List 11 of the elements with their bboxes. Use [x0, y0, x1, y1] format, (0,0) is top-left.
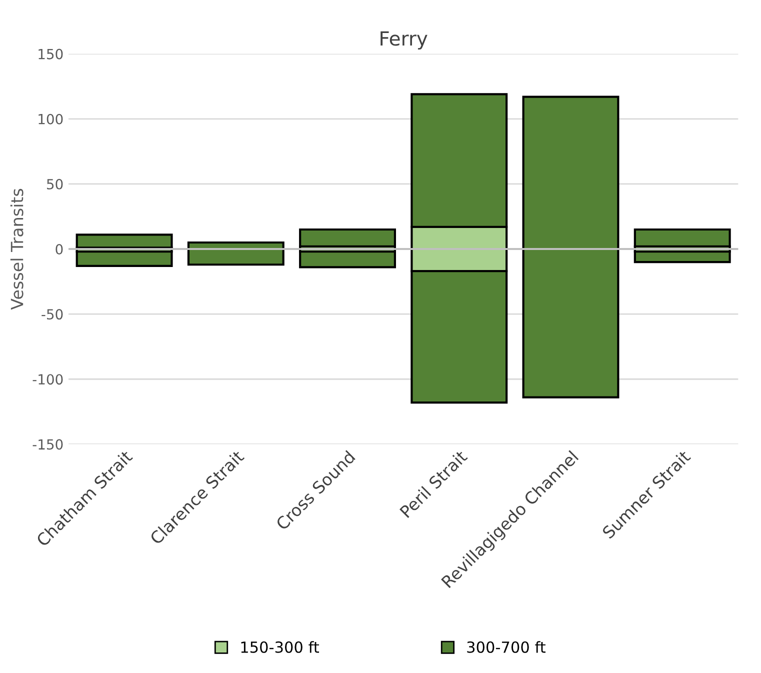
y-tick-label: 100: [38, 114, 63, 124]
y-tick-label: -100: [32, 374, 63, 385]
legend-label: 300-700 ft: [467, 641, 546, 653]
y-tick-label: 0: [56, 244, 63, 254]
y-axis-title: Vessel Transits: [10, 188, 24, 310]
y-tick-label: 50: [47, 178, 63, 190]
y-tick-label: 150: [38, 48, 63, 60]
chart-title: Ferry: [380, 31, 428, 50]
legend-label: 150-300 ft: [241, 641, 320, 653]
y-tick-label: -50: [42, 309, 63, 320]
y-tick-label: -150: [32, 439, 63, 450]
